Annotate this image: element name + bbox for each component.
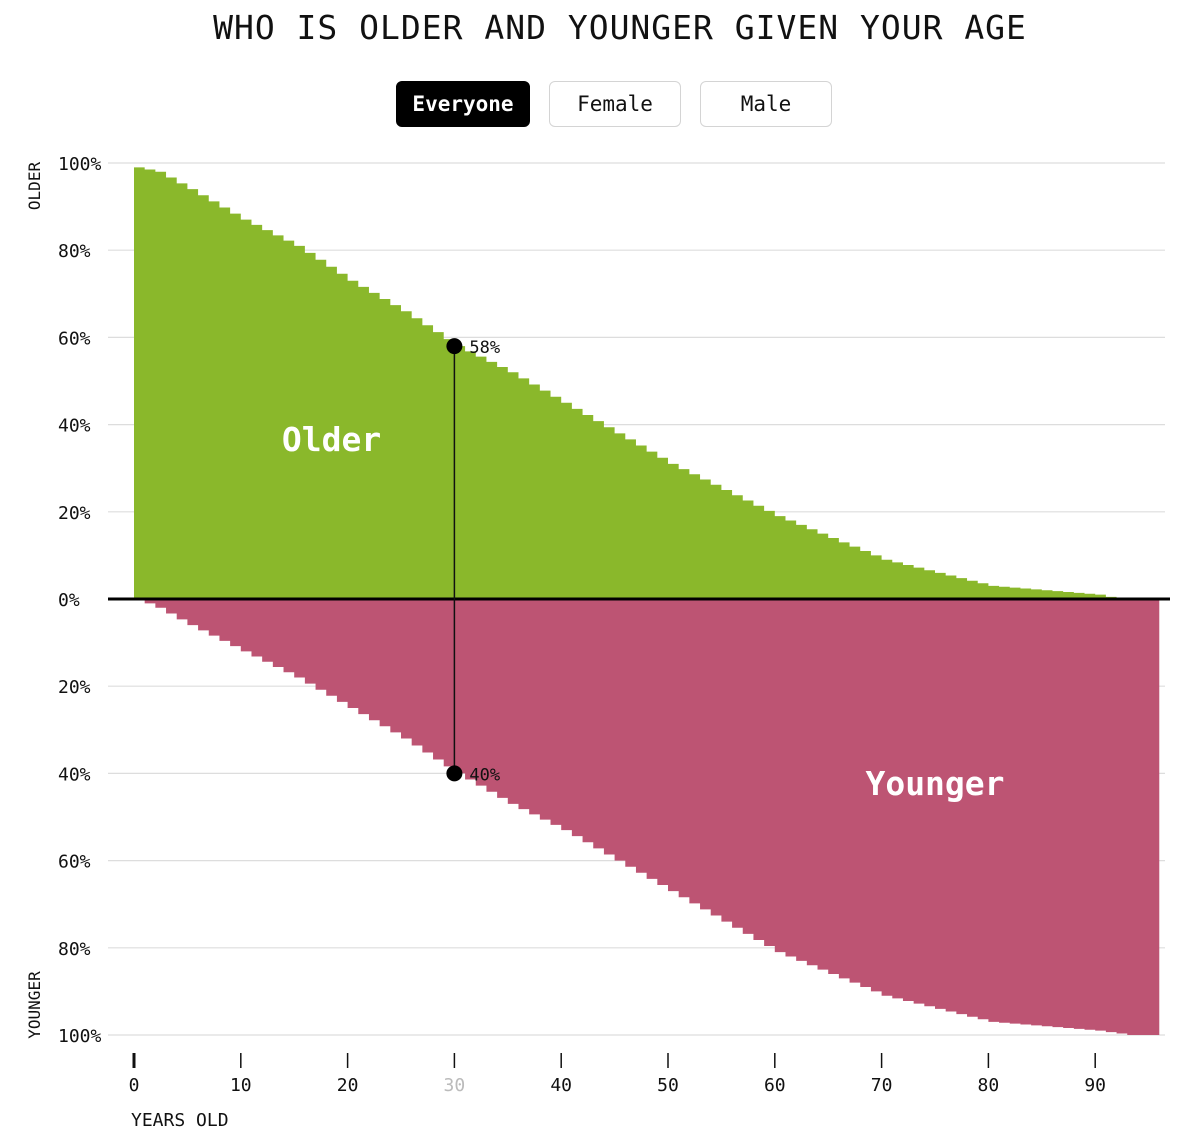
y-tick-label: 60% [58,328,91,349]
x-tick-label: 90 [1084,1075,1106,1096]
older-marker-dot[interactable] [446,338,463,355]
y-tick-label: 100% [58,154,102,175]
x-tick-label: 40 [550,1075,572,1096]
x-axis-title: YEARS OLD [131,1110,229,1131]
younger-area [134,599,1160,1035]
y-tick-label: 80% [58,241,91,262]
x-tick-label: 30 [444,1075,466,1096]
y-tick-label: 60% [58,852,91,873]
x-tick-label: 70 [871,1075,893,1096]
older-area-label: Older [282,420,381,459]
x-tick-label: 80 [978,1075,1000,1096]
younger-marker-dot[interactable] [446,765,463,782]
x-tick-label: 10 [230,1075,252,1096]
chart-title: WHO IS OLDER AND YOUNGER GIVEN YOUR AGE [213,8,1027,47]
y-tick-label: 40% [58,764,91,785]
x-tick-label: 20 [337,1075,359,1096]
x-tick-label: 0 [129,1075,140,1096]
y-tick-label: 100% [58,1026,102,1047]
younger-area-label: Younger [865,764,1004,803]
y-tick-label: 40% [58,416,91,437]
y-axis-title-older: OLDER [25,162,44,211]
older-value-label: 58% [469,338,500,358]
y-axis-title-younger: YOUNGER [25,971,44,1039]
filter-group: Everyone Female Male [396,81,832,127]
younger-value-label: 40% [469,765,500,785]
y-tick-label: 0% [58,590,80,611]
x-tick-label: 50 [657,1075,679,1096]
filter-female-button[interactable]: Female [549,81,681,127]
x-tick-label: 60 [764,1075,786,1096]
filter-everyone-button[interactable]: Everyone [396,81,530,127]
older-area [134,167,1117,600]
filter-male-button[interactable]: Male [700,81,832,127]
y-tick-label: 80% [58,939,91,960]
y-tick-label: 20% [58,677,91,698]
y-tick-label: 20% [58,503,91,524]
